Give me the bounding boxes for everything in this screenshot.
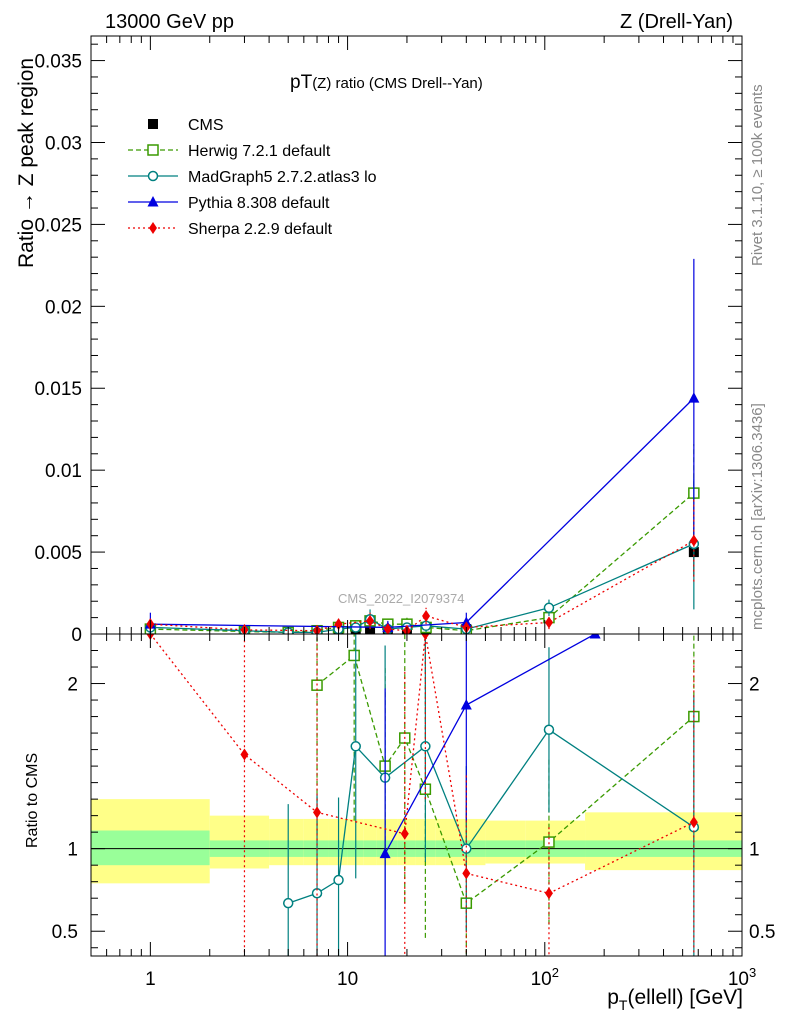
legend-marker xyxy=(147,170,159,182)
legend-label: Pythia 8.308 default xyxy=(188,195,330,212)
rivet-version-label: Rivet 3.1.10, ≥ 100k events xyxy=(749,84,766,266)
legend: CMS Herwig 7.2.1 default MadGraph5 2.7.2.a… xyxy=(128,117,377,238)
ratio-y-tick-label: 0.5 xyxy=(52,922,78,943)
ratio-point-herwig xyxy=(348,649,360,662)
ratio-band-inner xyxy=(91,830,210,866)
main-series-cms xyxy=(145,527,699,634)
ratio-point-pythia xyxy=(589,634,601,639)
main-point-cms xyxy=(365,625,376,634)
main-point-sherpa xyxy=(422,609,431,622)
ratio-series-layer xyxy=(146,634,700,956)
main-y-tick-label: 0.02 xyxy=(45,297,82,318)
plot-title: pT(Z) ratio (CMS Drell--Yan) xyxy=(290,72,483,93)
legend-item-cms: CMS xyxy=(148,117,224,134)
legend-marker xyxy=(147,196,159,207)
main-y-tick-label: 0.005 xyxy=(34,543,82,564)
ratio-point-sherpa xyxy=(240,748,249,761)
ratio-point-sherpa xyxy=(462,867,471,880)
header-right-text: Z (Drell-Yan) xyxy=(620,11,733,33)
main-point-madgraph xyxy=(543,602,555,614)
legend-marker xyxy=(148,119,158,129)
ratio-series-madgraph xyxy=(282,634,700,956)
main-y-tick-label: 0.025 xyxy=(34,215,82,236)
ratio-point-madgraph xyxy=(333,874,344,886)
ratio-point-madgraph xyxy=(282,897,294,909)
ratio-y-tick-label: 1 xyxy=(67,840,78,861)
header-left-text: 13000 GeV pp xyxy=(105,11,234,33)
x-tick-label: 102 xyxy=(531,965,559,990)
main-line-madgraph xyxy=(150,543,695,634)
main-y-tick-label: 0.035 xyxy=(34,52,82,73)
main-y-tick-label: 0.015 xyxy=(34,379,82,400)
ratio-y-tick-label-right: 1 xyxy=(749,840,760,861)
main-point-sherpa xyxy=(544,616,553,629)
ratio-uncertainty-bands xyxy=(91,799,742,884)
ratio-point-sherpa xyxy=(689,816,698,829)
x-axis-label: pT(ellell) [GeV] xyxy=(607,986,743,1013)
ratio-series-sherpa xyxy=(146,634,698,956)
ratio-point-sherpa xyxy=(400,827,409,840)
ratio-point-madgraph xyxy=(543,724,555,736)
x-tick-label: 103 xyxy=(728,965,756,990)
legend-label: Herwig 7.2.1 default xyxy=(188,143,331,160)
plot-title-prefix: pT xyxy=(290,72,313,93)
ratio-y-tick-label: 2 xyxy=(67,675,78,696)
legend-item-herwig: Herwig 7.2.1 default xyxy=(128,143,331,160)
ratio-series-pythia xyxy=(379,634,601,956)
main-series-layer xyxy=(144,258,700,634)
ratio-point-pythia xyxy=(379,847,391,859)
plot-title-rest: (Z) ratio (CMS Drell--Yan) xyxy=(312,75,483,92)
main-line-pythia xyxy=(150,397,695,629)
main-point-sherpa xyxy=(366,614,375,627)
x-tick-label: 10 xyxy=(337,969,358,990)
main-y-tick-label: 0.01 xyxy=(45,461,82,482)
main-y-axis-label: Ratio → Z peak region xyxy=(15,58,38,268)
ratio-point-sherpa xyxy=(313,806,322,819)
ratio-point-madgraph xyxy=(350,741,361,752)
main-line-sherpa xyxy=(150,540,695,632)
main-series-pythia xyxy=(144,258,700,634)
legend-label: CMS xyxy=(188,117,224,134)
ratio-point-herwig xyxy=(543,836,555,848)
legend-marker xyxy=(147,144,159,156)
ratio-panel-frame xyxy=(90,633,743,957)
main-series-sherpa xyxy=(146,499,698,634)
axis-ticks xyxy=(90,36,743,956)
ratio-point-pythia xyxy=(460,699,472,710)
ratio-point-sherpa xyxy=(544,887,553,900)
legend-item-madgraph: MadGraph5 2.7.2.atlas3 lo xyxy=(128,169,377,186)
mcplots-source-label: mcplots.cern.ch [arXiv:1306.3436] xyxy=(749,403,766,630)
main-point-sherpa xyxy=(334,618,343,631)
ratio-y-tick-label-right: 0.5 xyxy=(749,922,775,943)
legend-label: MadGraph5 2.7.2.atlas3 lo xyxy=(188,169,377,186)
ratio-point-sherpa xyxy=(421,634,430,640)
main-line-herwig xyxy=(150,492,695,634)
main-series-madgraph xyxy=(145,478,700,634)
legend-item-pythia: Pythia 8.308 default xyxy=(128,195,330,212)
ratio-line-sherpa xyxy=(149,634,695,894)
ratio-line-herwig xyxy=(316,654,695,905)
legend-label: Sherpa 2.2.9 default xyxy=(188,221,333,238)
main-series-herwig xyxy=(144,443,700,634)
x-tick-label: 1 xyxy=(145,969,156,990)
main-y-tick-label: 0 xyxy=(71,625,82,646)
legend-item-sherpa: Sherpa 2.2.9 default xyxy=(128,221,333,238)
ratio-point-madgraph xyxy=(420,741,431,752)
ratio-y-axis-label: Ratio to CMS xyxy=(24,753,41,848)
ratio-point-madgraph xyxy=(461,843,472,854)
main-point-pythia xyxy=(688,392,700,403)
analysis-watermark: CMS_2022_I2079374 xyxy=(338,591,465,606)
ratio-y-tick-label-right: 2 xyxy=(749,675,760,696)
main-point-sherpa xyxy=(383,623,392,634)
main-point-sherpa xyxy=(689,534,698,547)
axis-tick-labels: 0 0.005 0.01 0.015 0.02 0.025 0.03 0.035 0.5 0.5 1… xyxy=(34,52,775,990)
main-y-tick-label: 0.03 xyxy=(45,133,82,154)
legend-marker xyxy=(149,222,157,234)
